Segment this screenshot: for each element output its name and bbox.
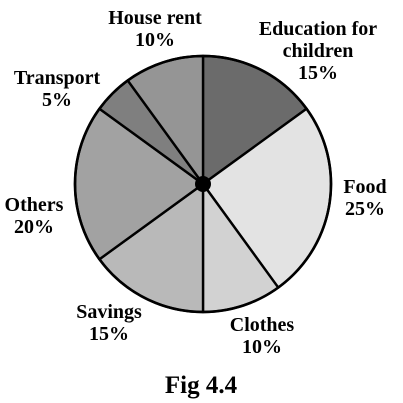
slice-label: Transport 5% <box>14 67 101 111</box>
slice-name-label: Clothes <box>230 314 295 336</box>
slice-value-label: 15% <box>89 323 129 345</box>
slice-label: Savings 15% <box>76 301 142 345</box>
pie-center-dot <box>195 176 211 192</box>
pie-labels: Education for children 15%Food 25%Clothes 10… <box>5 7 387 358</box>
slice-value-label: 10% <box>135 29 175 51</box>
slice-value-label: 15% <box>298 62 338 84</box>
slice-label: Others 20% <box>5 194 64 238</box>
slice-value-label: 20% <box>14 216 54 238</box>
slice-name-label: Education for <box>259 18 377 40</box>
pie-slices <box>73 54 333 314</box>
slice-value-label: 5% <box>42 89 72 111</box>
figure-caption: Fig 4.4 <box>165 372 238 399</box>
slice-label: House rent 10% <box>108 7 202 51</box>
slice-name-label: Food <box>343 176 386 198</box>
slice-name-label: Transport <box>14 67 101 89</box>
slice-value-label: 10% <box>242 336 282 358</box>
slice-name-label: Others <box>5 194 64 216</box>
slice-label: Food 25% <box>343 176 386 220</box>
slice-name-label: children <box>283 40 354 62</box>
pie-outline <box>73 54 333 314</box>
slice-label: Clothes 10% <box>230 314 295 358</box>
slice-value-label: 25% <box>345 198 385 220</box>
slice-label: Education for children 15% <box>259 18 377 84</box>
slice-name-label: House rent <box>108 7 202 29</box>
slice-name-label: Savings <box>76 301 142 323</box>
